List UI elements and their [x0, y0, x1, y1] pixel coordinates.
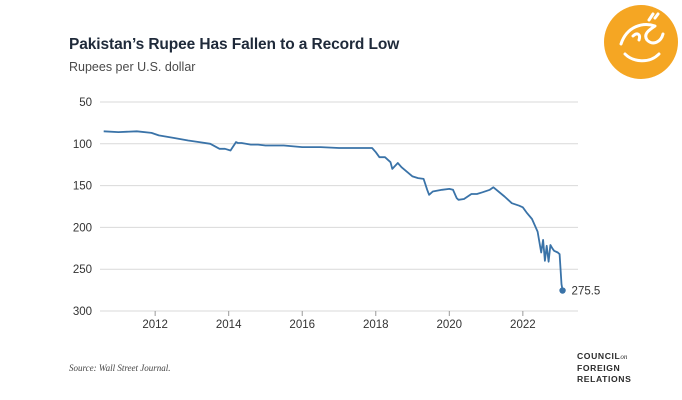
- chart-subtitle: Rupees per U.S. dollar: [69, 60, 196, 74]
- orange-calligraphy-badge-icon: [604, 5, 678, 79]
- x-tick-label-2022: 2022: [510, 319, 536, 331]
- end-point-marker: [559, 287, 566, 294]
- x-tick-label-2020: 2020: [437, 319, 463, 331]
- cfr-logo: COUNCILon FOREIGN RELATIONS: [577, 351, 631, 385]
- x-tick-label-2012: 2012: [142, 319, 168, 331]
- y-tick-label-250: 250: [73, 264, 92, 276]
- y-tick-label-50: 50: [79, 97, 92, 109]
- cfr-word-on: on: [620, 353, 628, 361]
- x-tick-label-2014: 2014: [216, 319, 242, 331]
- end-point-label: 275.5: [572, 286, 601, 298]
- chart-title: Pakistan’s Rupee Has Fallen to a Record …: [69, 36, 400, 53]
- cfr-word-council: COUNCIL: [577, 351, 621, 361]
- y-tick-label-150: 150: [73, 181, 92, 193]
- x-tick-label-2018: 2018: [363, 319, 389, 331]
- cfr-word-foreign: FOREIGN: [577, 363, 621, 373]
- cfr-word-relations: RELATIONS: [577, 374, 632, 384]
- y-tick-label-100: 100: [73, 139, 92, 151]
- y-tick-label-200: 200: [73, 222, 92, 234]
- series-line-0: [103, 130, 564, 291]
- source-note: Source: Wall Street Journal.: [69, 363, 171, 373]
- x-tick-label-2016: 2016: [289, 319, 315, 331]
- y-tick-label-300: 300: [73, 306, 92, 318]
